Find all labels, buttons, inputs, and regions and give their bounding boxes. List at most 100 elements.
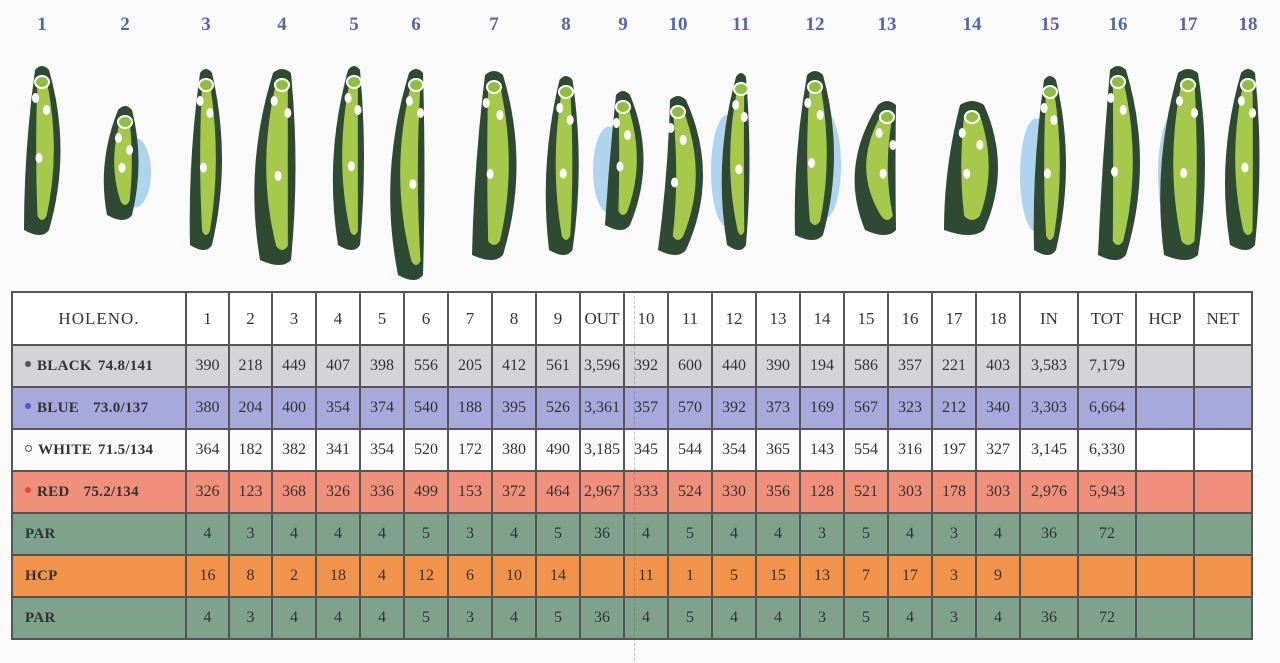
tee-marker-icon [25,487,31,494]
row-label: HCP [11,554,187,598]
score-cell: 303 [887,470,933,514]
score-cell: 204 [228,386,273,430]
row-label: PAR [11,596,187,640]
score-cell: 400 [271,386,317,430]
score-cell: 2 [271,554,317,598]
score-cell: 3,185 [579,428,625,472]
score-cell: 380 [185,386,230,430]
score-cell: 440 [711,344,757,388]
header-cell: 17 [931,291,977,346]
score-cell: 4 [359,596,405,640]
hole-8-map [545,76,579,255]
score-cell: 395 [491,386,537,430]
row-black: BLACK 74.8/141 390 218 449 407 398 556 205 412 561… [11,344,1253,388]
score-cell: 3 [799,512,845,556]
score-cell: 570 [667,386,713,430]
hole-number-9: 9 [618,14,628,35]
score-cell: 4 [271,512,317,556]
score-cell: 326 [185,470,230,514]
tee-marker-icon [25,361,31,368]
score-cell[interactable] [1193,596,1253,640]
score-cell: 464 [535,470,581,514]
row-label: BLACK 74.8/141 [11,344,187,388]
score-cell: 178 [931,470,977,514]
score-cell[interactable] [1135,386,1195,430]
score-cell: 6 [447,554,493,598]
score-cell: 9 [975,554,1021,598]
hole-11-map [711,73,750,250]
score-cell: 6,664 [1077,386,1137,430]
score-cell: 3 [228,596,273,640]
score-cell: 5 [667,512,713,556]
header-cell: 5 [359,291,405,346]
score-cell: 212 [931,386,977,430]
score-cell: 5 [667,596,713,640]
hole-number-11: 11 [732,14,750,35]
score-cell: 554 [843,428,889,472]
hole-number-2: 2 [120,14,130,35]
score-cell[interactable] [1193,470,1253,514]
score-cell: 2,976 [1019,470,1079,514]
score-cell: 354 [315,386,361,430]
score-cell: 36 [1019,512,1079,556]
header-cell: 10 [623,291,669,346]
header-cell: 2 [228,291,273,346]
score-cell: 403 [975,344,1021,388]
card-fold-line [634,291,635,661]
hole-12-map [794,71,841,240]
header-cell: 14 [799,291,845,346]
hole-13-map [854,101,897,235]
score-cell: 524 [667,470,713,514]
score-cell[interactable] [1135,344,1195,388]
score-cell: 3 [799,596,845,640]
score-cell[interactable] [1193,344,1253,388]
header-cell: TOT [1077,291,1137,346]
tee-name: HCP [25,567,58,584]
header-label: HOLENO. [11,291,187,346]
course-rating: 75.2/134 [83,483,139,500]
score-cell[interactable] [1193,512,1253,556]
header-cell: HCP [1135,291,1195,346]
score-cell[interactable] [1193,554,1253,598]
score-cell: 4 [359,554,405,598]
header-cell: 13 [755,291,801,346]
score-cell: 392 [623,344,669,388]
score-cell: 499 [403,470,449,514]
score-cell: 17 [887,554,933,598]
hole-16-map [1098,66,1140,260]
score-cell: 357 [623,386,669,430]
score-cell[interactable] [1135,554,1195,598]
score-cell: 14 [535,554,581,598]
score-cell[interactable] [1135,470,1195,514]
row-par: PAR 4 3 4 4 4 5 3 4 5 36 4 5 4 4 3 5 4 3 4 36 72 [11,512,1253,556]
score-cell: 16 [185,554,230,598]
header-cell: 11 [667,291,713,346]
score-cell: 412 [491,344,537,388]
score-cell: 13 [799,554,845,598]
score-cell: 5 [843,596,889,640]
hole-15-map [1020,76,1066,255]
hole-number-header: 1 2 3 4 5 6 7 8 9 10 11 12 13 14 15 16 17 18 [0,0,1280,50]
score-cell: 3,145 [1019,428,1079,472]
header-cell: IN [1019,291,1079,346]
hole-18-map [1224,69,1260,250]
course-rating: 71.5/134 [98,441,154,458]
score-cell: 128 [799,470,845,514]
score-cell: 374 [359,386,405,430]
score-cell: 3 [228,512,273,556]
score-cell: 218 [228,344,273,388]
score-cell[interactable] [1193,386,1253,430]
score-cell: 556 [403,344,449,388]
score-cell: 8 [228,554,273,598]
score-cell[interactable] [1135,428,1195,472]
row-white: WHITE 71.5/134 364 182 382 341 354 520 172 380 490… [11,428,1253,472]
score-cell: 5 [403,512,449,556]
hole-number-12: 12 [805,14,825,35]
score-cell[interactable] [1135,596,1195,640]
score-cell[interactable] [1135,512,1195,556]
header-cell: 18 [975,291,1021,346]
score-cell: 4 [711,596,757,640]
score-cell: 341 [315,428,361,472]
score-cell: 373 [755,386,801,430]
score-cell[interactable] [1193,428,1253,472]
